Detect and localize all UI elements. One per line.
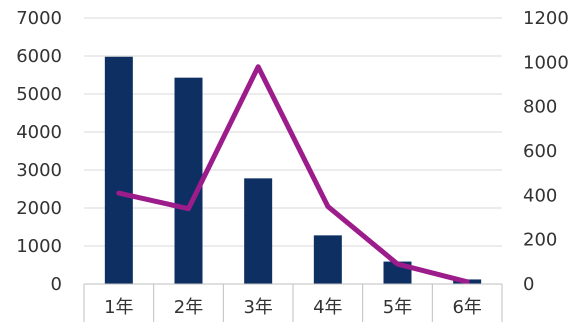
y-axis-right: 0 200 400 600 800 1000 1200 (523, 8, 569, 295)
y-axis-left: 0 1000 2000 3000 4000 5000 6000 7000 (16, 8, 62, 295)
x-axis: 1年 2年 3年 4年 5年 6年 (83, 283, 503, 322)
bar (174, 77, 203, 284)
x-tick-label: 3年 (243, 297, 272, 318)
y-left-tick-label: 0 (51, 274, 62, 295)
y-right-tick-label: 1000 (523, 52, 569, 73)
y-left-tick-label: 2000 (16, 198, 62, 219)
x-tick-label: 5年 (383, 297, 412, 318)
gridlines (84, 17, 502, 247)
y-right-tick-label: 200 (523, 230, 557, 251)
y-left-tick-label: 6000 (16, 46, 62, 67)
y-left-tick-label: 7000 (16, 8, 62, 29)
bar (313, 235, 342, 284)
x-tick-label: 2年 (174, 297, 203, 318)
bar-series (104, 56, 482, 285)
y-right-tick-label: 1200 (523, 8, 569, 29)
x-tick-label: 4年 (313, 297, 342, 318)
line-series (116, 64, 470, 285)
bar (244, 178, 273, 284)
y-right-tick-label: 0 (523, 274, 534, 295)
line-path (116, 64, 470, 285)
y-left-tick-label: 1000 (16, 236, 62, 257)
x-tick-label: 1年 (104, 297, 133, 318)
y-right-tick-label: 600 (523, 141, 557, 162)
y-left-tick-label: 5000 (16, 84, 62, 105)
y-left-tick-label: 3000 (16, 160, 62, 181)
y-right-tick-label: 400 (523, 185, 557, 206)
y-right-tick-label: 800 (523, 97, 557, 118)
x-tick-label: 6年 (452, 297, 481, 318)
y-left-tick-label: 4000 (16, 122, 62, 143)
bar (104, 56, 133, 285)
